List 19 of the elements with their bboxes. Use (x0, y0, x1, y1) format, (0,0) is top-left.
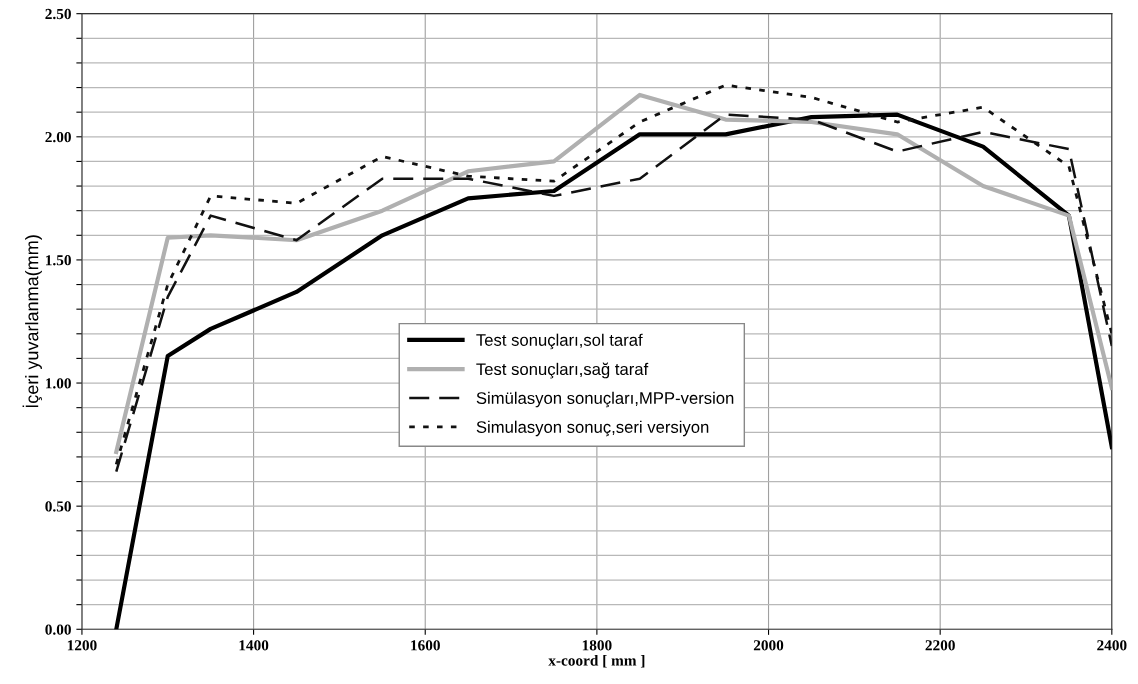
legend-label: Simülasyon sonuçları,MPP-version (476, 391, 734, 408)
legend-label: Simulasyon sonuç,seri versiyon (476, 420, 709, 437)
y-tick-label: 0.00 (45, 624, 71, 635)
x-tick-label: 1800 (582, 640, 612, 651)
x-tick-label: 1400 (239, 640, 269, 651)
y-tick-label: 1.50 (46, 255, 71, 266)
legend-label: Test sonuçları,sağ taraf (476, 362, 649, 379)
x-axis-title: x-coord [ mm ] (548, 654, 645, 668)
x-tick-label: 2000 (753, 640, 784, 651)
y-tick-label: 2.00 (45, 131, 71, 143)
y-tick-label: 1.00 (46, 378, 71, 389)
y-axis-title: İçeri yuvarlanma(mm) (22, 235, 43, 408)
y-tick-label: 2.50 (45, 8, 71, 20)
x-tick-label: 2200 (925, 640, 955, 651)
x-tick-label: 1600 (411, 640, 440, 651)
y-tick-label: 0.50 (45, 501, 71, 512)
x-tick-label: 1200 (67, 640, 97, 651)
legend-label: Test sonuçları,sol taraf (476, 333, 643, 350)
x-tick-label: 2400 (1097, 640, 1127, 651)
